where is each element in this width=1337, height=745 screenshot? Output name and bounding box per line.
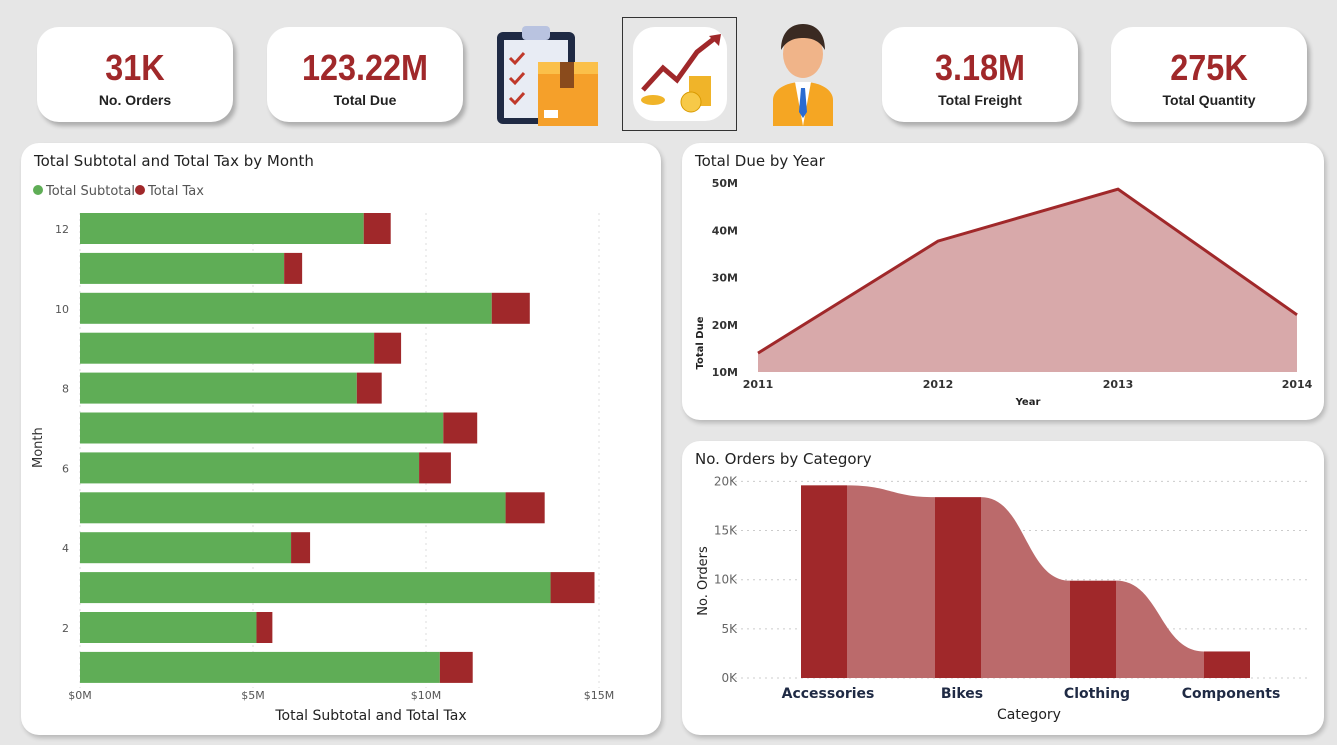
y-tick-label: 5K: [721, 622, 738, 636]
y-tick-label: 10: [55, 303, 69, 316]
month-bar-chart: Total Subtotal Total Tax $0M $5M $10M $15M 1…: [31, 184, 615, 724]
kpi-value: 31K: [105, 47, 165, 88]
x-tick-label: Clothing: [1064, 686, 1130, 702]
x-axis-title: Total Subtotal and Total Tax: [274, 708, 466, 724]
total-due-line: [757, 187, 1298, 355]
bar-bikes: [935, 497, 981, 678]
area-fill: [758, 189, 1297, 372]
ribbon-connector: [981, 497, 1070, 678]
bar-tax-month-12: [363, 213, 391, 244]
kpi-total-due: 123.22M Total Due: [267, 27, 463, 122]
bar-subtotal-month-7: [80, 412, 444, 444]
y-tick-label: 2: [62, 622, 69, 635]
legend-tax-dot: [135, 185, 145, 195]
category-ribbon-chart: 0K 5K 10K 15K 20K Accessories Bikes Clothing Com…: [696, 474, 1309, 723]
kpi-label: Total Due: [333, 92, 397, 108]
x-tick-label: Bikes: [941, 686, 983, 702]
y-tick-label: 12: [55, 223, 69, 236]
growth-chart-coins-icon: [633, 27, 727, 121]
bar-subtotal-month-2: [80, 612, 257, 643]
legend-tax[interactable]: Total Tax: [147, 184, 204, 199]
y-tick-label: 40M: [712, 224, 738, 237]
y-tick-label: 15K: [714, 524, 738, 538]
y-tick-label: 50M: [712, 177, 738, 190]
growth-chart-button[interactable]: [622, 17, 737, 131]
bar-tax-month-3: [550, 572, 595, 604]
bar-subtotal-month-8: [80, 372, 357, 404]
kpi-label: Total Freight: [938, 92, 1022, 108]
bar-tax-month-7: [443, 412, 478, 444]
bar-subtotal-month-1: [80, 651, 440, 683]
kpi-value: 123.22M: [301, 47, 429, 88]
kpi-no-orders: 31K No. Orders: [37, 27, 233, 122]
bar-clothing: [1070, 580, 1116, 678]
kpi-value: 275K: [1170, 47, 1248, 88]
x-tick-label: $0M: [68, 689, 92, 702]
kpi-value: 3.18M: [934, 47, 1026, 88]
bar-subtotal-month-12: [80, 213, 364, 244]
subtotal-tax-by-month-panel: Total Subtotal and Total Tax by Month To…: [21, 143, 661, 735]
x-tick-label: 2012: [923, 378, 954, 391]
kpi-total-quantity: 275K Total Quantity: [1111, 27, 1307, 122]
bar-tax-month-2: [256, 612, 273, 643]
bar-subtotal-month-5: [80, 492, 506, 524]
y-tick-label: 6: [62, 462, 69, 475]
bar-subtotal-month-9: [80, 332, 375, 364]
year-area-chart: 10M 20M 30M 40M 50M 2011 2012 2013 2014 Total Du…: [695, 177, 1313, 408]
y-tick-label: 20M: [712, 319, 738, 332]
bar-subtotal-month-3: [80, 572, 551, 604]
bar-tax-month-1: [439, 651, 473, 683]
x-tick-label: $5M: [241, 689, 265, 702]
kpi-label: No. Orders: [98, 92, 172, 108]
kpi-label: Total Quantity: [1162, 92, 1256, 108]
y-axis-title: No. Orders: [696, 546, 711, 616]
chart-title: No. Orders by Category: [695, 450, 872, 468]
bar-tax-month-10: [491, 292, 530, 324]
employee-avatar-icon: [773, 24, 833, 126]
bar-tax-month-4: [291, 532, 311, 564]
y-tick-label: 4: [62, 542, 69, 555]
y-tick-label: 8: [62, 383, 69, 396]
x-tick-label: $10M: [411, 689, 442, 702]
y-axis-title: Total Due: [695, 316, 706, 369]
ribbon-connector: [1116, 580, 1204, 678]
y-tick-label: 20K: [714, 474, 738, 488]
kpi-total-freight: 3.18M Total Freight: [882, 27, 1078, 122]
x-tick-label: 2013: [1103, 378, 1134, 391]
clipboard-box-icon[interactable]: [494, 24, 602, 128]
y-tick-label: 0K: [721, 671, 738, 685]
bar-subtotal-month-11: [80, 252, 285, 284]
y-tick-label: 10K: [714, 573, 738, 587]
bar-tax-month-9: [374, 332, 402, 364]
bar-subtotal-month-6: [80, 452, 420, 484]
x-tick-label: Accessories: [782, 686, 875, 702]
legend-subtotal-dot: [33, 185, 43, 195]
y-tick-label: 30M: [712, 272, 738, 285]
x-tick-label: Components: [1182, 686, 1281, 702]
bar-tax-month-8: [356, 372, 382, 404]
chart-title: Total Subtotal and Total Tax by Month: [34, 152, 314, 170]
legend-subtotal[interactable]: Total Subtotal: [45, 184, 135, 199]
bar-tax-month-11: [284, 252, 303, 284]
x-axis-title: Category: [997, 707, 1061, 723]
bar-components: [1204, 651, 1250, 678]
x-tick-label: $15M: [584, 689, 615, 702]
chart-title: Total Due by Year: [695, 152, 825, 170]
bar-accessories: [801, 485, 847, 678]
orders-by-category-panel: No. Orders by Category 0K 5K 10K 15K 20K Acce…: [682, 441, 1324, 735]
x-tick-label: 2011: [743, 378, 774, 391]
ribbon-connector: [847, 485, 935, 678]
total-due-by-year-panel: Total Due by Year 10M 20M 30M 40M 50M 2011 201…: [682, 143, 1324, 420]
y-tick-label: 10M: [712, 366, 738, 379]
bar-tax-month-5: [505, 492, 545, 524]
bar-subtotal-month-10: [80, 292, 492, 324]
bar-tax-month-6: [419, 452, 451, 484]
bar-subtotal-month-4: [80, 532, 292, 564]
x-tick-label: 2014: [1282, 378, 1313, 391]
x-axis-title: Year: [1015, 397, 1041, 408]
y-axis-title: Month: [31, 427, 46, 468]
